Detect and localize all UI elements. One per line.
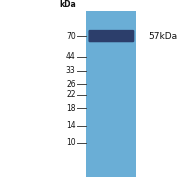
Text: 33: 33 <box>66 66 76 75</box>
Text: 57kDa: 57kDa <box>148 31 177 40</box>
Text: 44: 44 <box>66 52 76 61</box>
Text: 18: 18 <box>66 104 76 113</box>
Text: 70: 70 <box>66 31 76 40</box>
Text: 26: 26 <box>66 80 76 89</box>
Text: 22: 22 <box>66 90 76 99</box>
Bar <box>86 11 136 177</box>
Text: 14: 14 <box>66 121 76 130</box>
Text: 10: 10 <box>66 138 76 147</box>
FancyBboxPatch shape <box>88 30 134 42</box>
Text: kDa: kDa <box>59 0 76 9</box>
